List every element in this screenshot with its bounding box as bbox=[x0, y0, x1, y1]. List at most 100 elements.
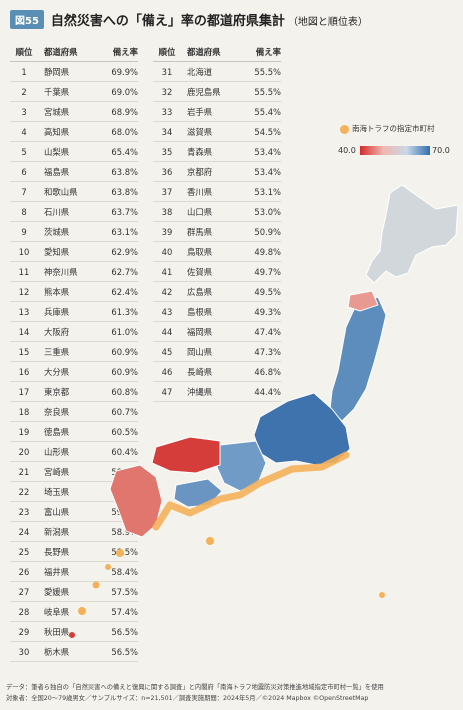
table-row: 14 大阪府 61.0% bbox=[10, 322, 138, 342]
map-island bbox=[92, 581, 100, 589]
rank-cell: 8 bbox=[21, 206, 27, 217]
table-row: 40 鳥取県 49.8% bbox=[153, 242, 281, 262]
rate-cell: 63.8% bbox=[111, 166, 138, 177]
rank-cell: 11 bbox=[18, 266, 30, 277]
rate-cell: 47.3% bbox=[254, 346, 281, 357]
rate-cell: 63.7% bbox=[111, 206, 138, 217]
table-row: 37 香川県 53.1% bbox=[153, 182, 281, 202]
table-row: 19 徳島県 60.5% bbox=[10, 422, 138, 442]
scale-gradient-bar bbox=[360, 146, 430, 155]
pref-cell: 愛知県 bbox=[44, 246, 70, 257]
header-rank: 順位 bbox=[15, 46, 33, 57]
table-row: 24 新潟県 58.9% bbox=[10, 522, 138, 542]
rank-cell: 9 bbox=[21, 226, 27, 237]
rate-cell: 65.4% bbox=[111, 146, 138, 157]
pref-cell: 和歌山県 bbox=[44, 186, 78, 197]
table-row: 33 岩手県 55.4% bbox=[153, 102, 281, 122]
table-row: 26 福井県 58.4% bbox=[10, 562, 138, 582]
rank-cell: 27 bbox=[18, 586, 30, 597]
pref-cell: 埼玉県 bbox=[44, 486, 70, 497]
header: 図55 自然災害への「備え」率の都道府県集計 （地図と順位表） bbox=[10, 8, 368, 30]
rate-cell: 69.0% bbox=[111, 86, 138, 97]
rank-cell: 4 bbox=[21, 126, 27, 137]
table-row: 29 秋田県 56.5% bbox=[10, 622, 138, 642]
japan-map bbox=[69, 184, 459, 638]
pref-cell: 宮崎県 bbox=[44, 466, 70, 477]
map-nankai-band bbox=[152, 451, 350, 531]
pref-cell: 新潟県 bbox=[44, 526, 70, 537]
rank-cell: 21 bbox=[18, 466, 30, 477]
table-row: 47 沖縄県 44.4% bbox=[153, 382, 281, 402]
table-row: 34 滋賀県 54.5% bbox=[153, 122, 281, 142]
rate-cell: 60.5% bbox=[111, 426, 138, 437]
pref-cell: 三重県 bbox=[44, 346, 70, 357]
map-island bbox=[116, 549, 124, 557]
pref-cell: 滋賀県 bbox=[187, 126, 213, 137]
map-tohoku bbox=[329, 296, 387, 422]
rate-cell: 55.5% bbox=[254, 86, 281, 97]
rank-cell: 32 bbox=[161, 86, 173, 97]
pref-cell: 長野県 bbox=[44, 546, 70, 557]
rank-cell: 24 bbox=[18, 526, 30, 537]
table-row: 36 京都府 53.4% bbox=[153, 162, 281, 182]
rank-cell: 2 bbox=[21, 86, 27, 97]
rate-cell: 53.4% bbox=[254, 166, 281, 177]
table-row: 2 千葉県 69.0% bbox=[10, 82, 138, 102]
pref-cell: 福井県 bbox=[44, 566, 70, 577]
table-row: 15 三重県 60.9% bbox=[10, 342, 138, 362]
table-row: 12 熊本県 62.4% bbox=[10, 282, 138, 302]
rank-cell: 36 bbox=[161, 166, 173, 177]
footer-source: データ：筆者ら独自の「自然災害への備えと復興に関する調査」と内閣府「南海トラフ地… bbox=[6, 684, 384, 691]
table-row: 30 栃木県 56.5% bbox=[10, 642, 138, 662]
rank-cell: 16 bbox=[18, 366, 30, 377]
rate-cell: 55.4% bbox=[254, 106, 281, 117]
rate-cell: 55.5% bbox=[254, 66, 281, 77]
table-row: 7 和歌山県 63.8% bbox=[10, 182, 138, 202]
rank-cell: 15 bbox=[18, 346, 30, 357]
footer: データ：筆者ら独自の「自然災害への備えと復興に関する調査」と内閣府「南海トラフ地… bbox=[6, 682, 384, 704]
rank-cell: 46 bbox=[161, 366, 173, 377]
rank-cell: 22 bbox=[18, 486, 30, 497]
rank-cell: 20 bbox=[18, 446, 30, 457]
map-island bbox=[78, 607, 86, 615]
map-kyushu bbox=[109, 464, 163, 538]
pref-cell: 沖縄県 bbox=[187, 386, 213, 397]
map-island bbox=[206, 537, 214, 545]
map-hokkaido bbox=[365, 184, 459, 284]
rate-cell: 60.7% bbox=[111, 406, 138, 417]
rate-cell: 54.5% bbox=[254, 126, 281, 137]
pref-cell: 群馬県 bbox=[187, 226, 213, 237]
rank-cell: 40 bbox=[161, 246, 173, 257]
header-pref: 都道府県 bbox=[44, 46, 78, 57]
rank-cell: 17 bbox=[18, 386, 30, 397]
pref-cell: 静岡県 bbox=[44, 66, 70, 77]
pref-cell: 長崎県 bbox=[187, 366, 213, 377]
pref-cell: 山形県 bbox=[44, 446, 70, 457]
table-row: 6 福島県 63.8% bbox=[10, 162, 138, 182]
pref-cell: 徳島県 bbox=[44, 426, 70, 437]
rate-cell: 57.4% bbox=[111, 606, 138, 617]
rate-cell: 56.5% bbox=[111, 646, 138, 657]
rate-cell: 53.1% bbox=[254, 186, 281, 197]
table-row: 18 奈良県 60.7% bbox=[10, 402, 138, 422]
table-row: 46 長崎県 46.8% bbox=[153, 362, 281, 382]
rate-cell: 69.9% bbox=[111, 66, 138, 77]
map-island bbox=[69, 632, 75, 638]
pref-cell: 兵庫県 bbox=[44, 306, 70, 317]
table-row: 41 佐賀県 49.7% bbox=[153, 262, 281, 282]
scale-max: 70.0 bbox=[432, 146, 450, 155]
rate-cell: 46.8% bbox=[254, 366, 281, 377]
page-subtitle: （地図と順位表） bbox=[287, 16, 368, 28]
table-row: 43 島根県 49.3% bbox=[153, 302, 281, 322]
pref-cell: 山梨県 bbox=[44, 146, 70, 157]
rate-cell: 49.7% bbox=[254, 266, 281, 277]
rank-cell: 18 bbox=[18, 406, 30, 417]
rank-cell: 29 bbox=[18, 626, 30, 637]
pref-cell: 岩手県 bbox=[187, 106, 213, 117]
table-row: 42 広島県 49.5% bbox=[153, 282, 281, 302]
rate-cell: 49.3% bbox=[254, 306, 281, 317]
pref-cell: 千葉県 bbox=[44, 86, 70, 97]
pref-cell: 北海道 bbox=[187, 66, 213, 77]
rate-cell: 63.1% bbox=[111, 226, 138, 237]
pref-cell: 富山県 bbox=[44, 506, 70, 517]
